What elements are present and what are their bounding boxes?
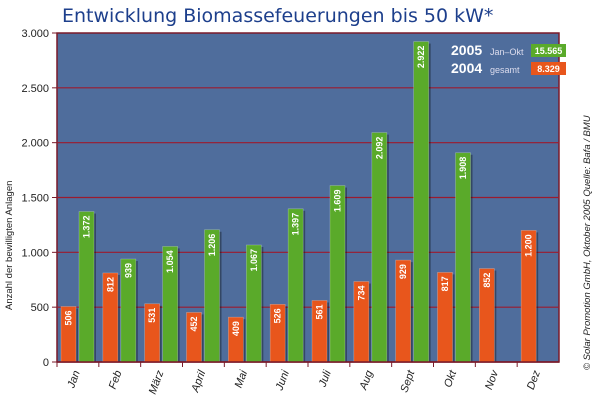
y-tick-label: 500 [31, 302, 49, 314]
data-label-2004: 506 [64, 311, 74, 326]
y-tick-label: 0 [43, 357, 49, 369]
x-tick-label: Mai [233, 368, 251, 389]
legend-note-2004: gesamt [490, 65, 520, 75]
y-tick-label: 1.000 [21, 247, 49, 259]
data-label-2005: 1.609 [333, 190, 343, 213]
data-label-2004: 812 [105, 277, 115, 292]
legend-swatch-2005 [531, 44, 566, 57]
data-label-2004: 929 [398, 264, 408, 279]
y-tick-label: 3.000 [21, 28, 49, 40]
legend-total-2005: 15.565 [535, 46, 563, 56]
x-tick-label: Nov [483, 368, 501, 392]
legend-year-2005: 2005 [451, 42, 482, 58]
data-label-2005: 1.908 [458, 157, 468, 180]
legend-year-2004: 2004 [451, 60, 482, 76]
y-axis-label: Anzahl der bewilligten Anlagen [4, 181, 15, 310]
data-label-2004: 734 [356, 286, 366, 301]
x-tick-label: Juli [316, 368, 333, 389]
x-tick-label: Aug [357, 368, 376, 392]
data-label-2004: 409 [231, 321, 241, 336]
data-label-2004: 852 [482, 273, 492, 288]
data-label-2005: 939 [123, 263, 133, 278]
y-tick-label: 1.500 [21, 193, 49, 205]
data-label-2005: 1.206 [207, 234, 217, 257]
y-tick-label: 2.500 [21, 83, 49, 95]
legend-swatch-2004 [531, 62, 566, 75]
legend-total-2004: 8.329 [537, 64, 560, 74]
data-label-2004: 452 [189, 316, 199, 331]
data-label-2005: 1.372 [82, 216, 92, 239]
x-tick-label: Dez [525, 368, 543, 391]
data-label-2005: 1.397 [291, 213, 301, 236]
x-tick-label: März [147, 368, 167, 396]
y-tick-label: 2.000 [21, 138, 49, 150]
x-tick-label: Sept [398, 368, 417, 394]
source-credit: © Solar Promotion GmbH, Oktober 2005 Que… [582, 115, 593, 370]
legend: 2005 Jan–Okt 15.565 2004 gesamt 8.329 [451, 42, 566, 76]
x-tick-label: Juni [273, 368, 292, 393]
bar-2005 [371, 132, 388, 363]
data-label-2005: 1.067 [249, 249, 259, 272]
data-label-2005: 1.054 [165, 250, 175, 273]
data-label-2005: 2.092 [374, 137, 384, 160]
data-label-2004: 1.200 [524, 234, 534, 257]
x-tick-label: Feb [107, 369, 125, 391]
data-label-2004: 531 [147, 308, 157, 323]
bar-2005 [455, 152, 471, 363]
chart-title: Entwicklung Biomassefeuerungen bis 50 kW… [62, 5, 493, 27]
x-tick-label: April [189, 368, 208, 394]
data-label-2004: 561 [315, 304, 325, 319]
data-label-2004: 526 [273, 308, 283, 323]
bar-2005 [413, 41, 429, 363]
legend-note-2005: Jan–Okt [490, 47, 524, 57]
x-tick-label: Jan [65, 369, 83, 391]
data-label-2005: 2.922 [416, 46, 426, 69]
data-label-2004: 817 [440, 276, 450, 291]
x-tick-label: Okt [442, 368, 459, 389]
